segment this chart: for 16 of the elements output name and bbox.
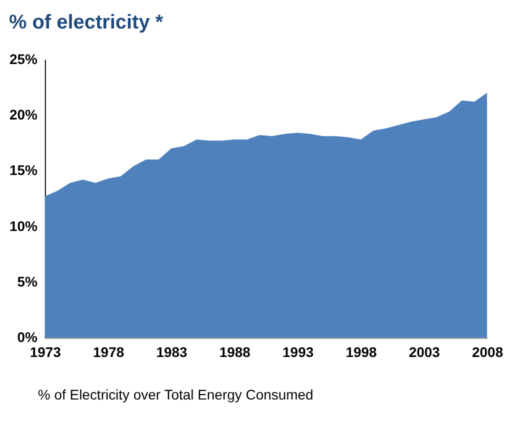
y-tick-label: 20% (9, 106, 38, 122)
x-tick-label: 1978 (93, 344, 124, 360)
chart-title: % of electricity * (8, 11, 164, 34)
x-tick-label: 2003 (408, 344, 440, 360)
x-tick-label: 1983 (156, 344, 188, 360)
y-tick-label: 0% (17, 329, 38, 346)
text: % of Electricity over Total Energy Consumed (38, 386, 314, 403)
x-tick-label: 1993 (282, 344, 314, 360)
y-tick-label: 10% (9, 218, 38, 234)
y-tick-label: 15% (9, 162, 38, 178)
y-tick-label: 25% (9, 50, 38, 67)
x-tick-label: 1973 (30, 344, 62, 360)
x-tick-label: 2008 (472, 344, 504, 360)
x-tick-label: 1988 (219, 344, 251, 360)
y-tick-label: 5% (17, 274, 38, 290)
x-tick-label: 1998 (346, 344, 377, 360)
